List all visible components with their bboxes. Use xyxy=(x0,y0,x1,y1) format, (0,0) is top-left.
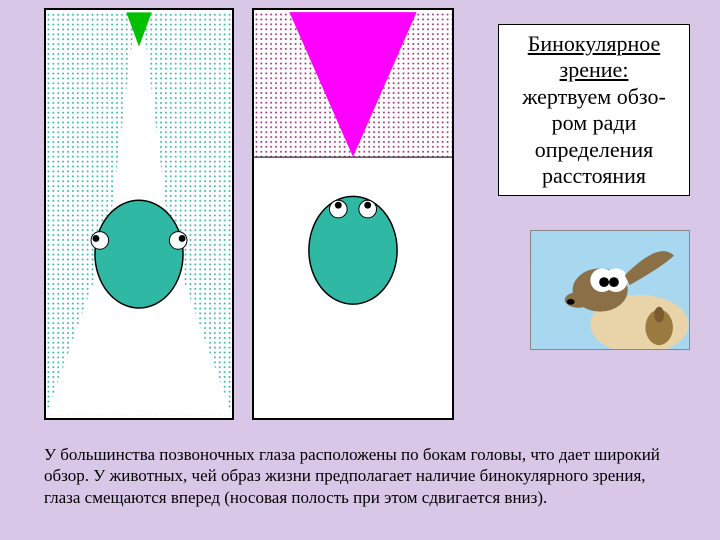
title-line2: жертвуем обзо- ром ради определения расс… xyxy=(511,84,677,190)
eye-left-front xyxy=(329,200,347,218)
eye-left xyxy=(91,232,109,250)
binocular-vision-svg xyxy=(254,10,452,418)
scrat-image xyxy=(530,230,690,350)
head-lateral xyxy=(95,200,183,308)
head-frontal xyxy=(309,196,397,304)
title-box: Бинокулярное зрение: жертвуем обзо- ром … xyxy=(498,24,690,196)
title-line1: Бинокулярное зрение: xyxy=(511,31,677,84)
caption-text: У большинства позвоночных глаза располож… xyxy=(44,444,664,508)
eye-right xyxy=(169,232,187,250)
lateral-vision-svg xyxy=(46,10,232,418)
eye-right-front xyxy=(359,200,377,218)
panel-binocular-vision xyxy=(252,8,454,420)
panel-lateral-vision xyxy=(44,8,234,420)
